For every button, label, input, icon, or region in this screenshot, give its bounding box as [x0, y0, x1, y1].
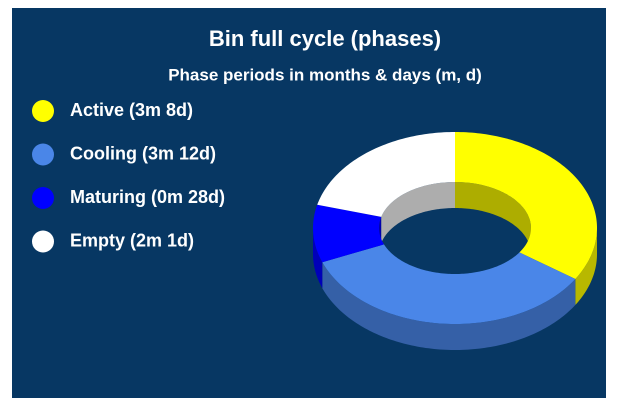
chart-subtitle: Phase periods in months & days (m, d)	[168, 65, 482, 84]
slice-inner-wall	[381, 182, 455, 243]
slice	[455, 132, 597, 279]
slice	[313, 204, 384, 263]
slice	[317, 132, 455, 217]
legend-label: Active (3m 8d)	[70, 100, 193, 120]
slice-outer-wall	[322, 262, 576, 350]
legend-label: Empty (2m 1d)	[70, 230, 194, 250]
legend-swatch	[32, 143, 54, 166]
legend-swatch	[32, 187, 54, 209]
slice	[322, 244, 576, 324]
legend-label: Cooling (3m 12d)	[70, 143, 216, 163]
slice-outer-wall	[313, 228, 323, 289]
slice-inner-wall	[455, 182, 531, 254]
slice-outer-wall	[575, 228, 597, 305]
legend-swatch	[32, 230, 54, 253]
legend-swatch	[32, 100, 54, 122]
legend-label: Maturing (0m 28d)	[70, 187, 225, 207]
chart-title: Bin full cycle (phases)	[209, 26, 441, 51]
